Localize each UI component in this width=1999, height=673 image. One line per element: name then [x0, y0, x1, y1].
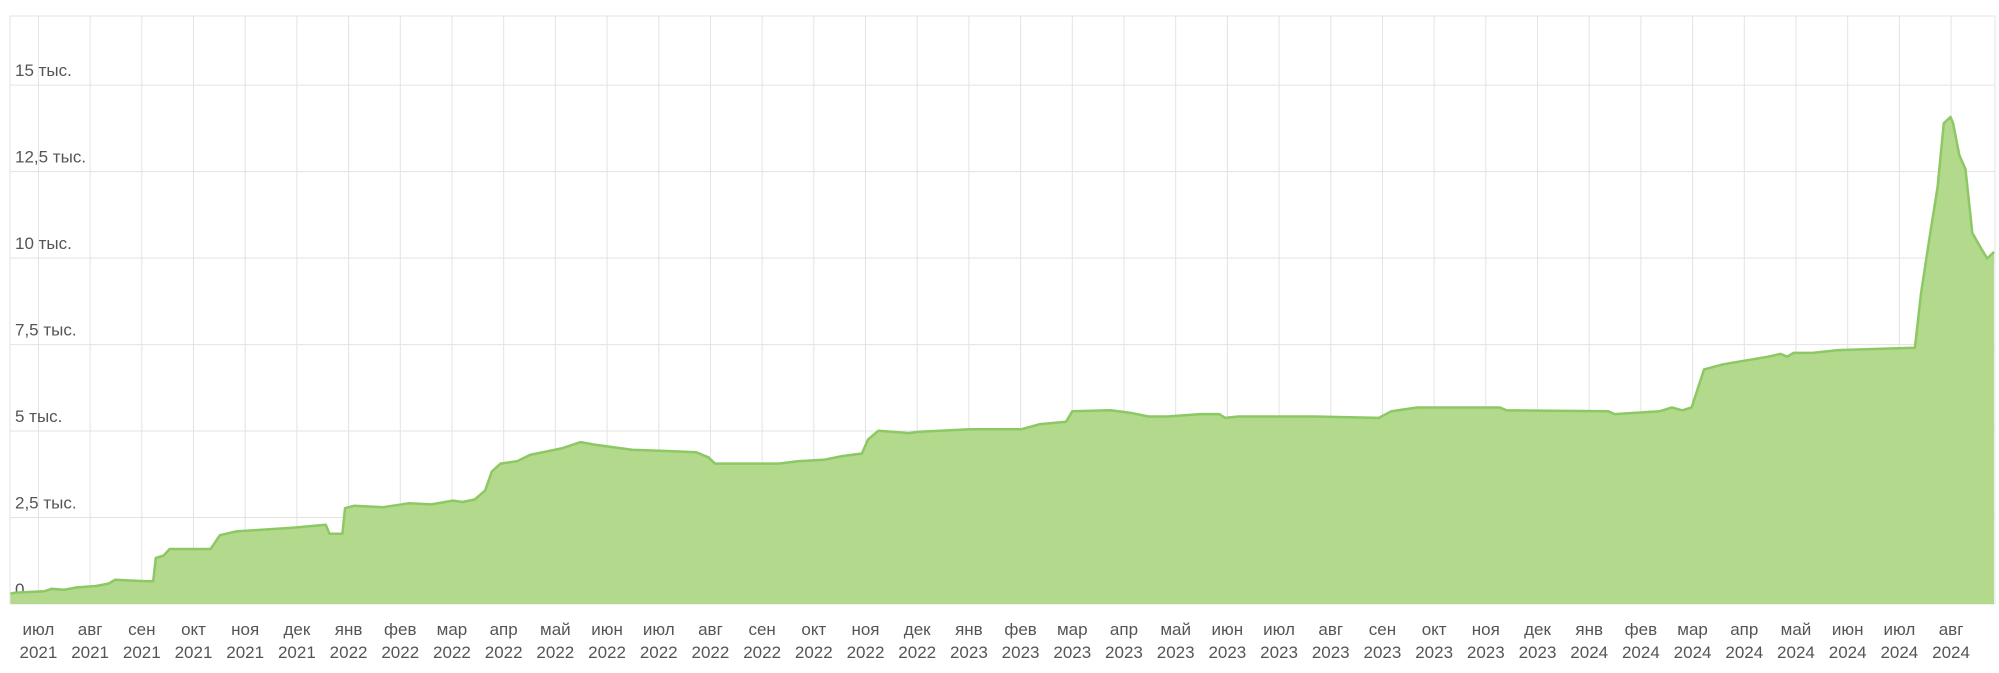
x-tick-label: мар 2022	[433, 620, 471, 662]
x-tick-label: ноя 2023	[1466, 620, 1505, 662]
x-tick-label: окт 2022	[794, 620, 833, 662]
x-tick-label: фев 2022	[381, 620, 420, 662]
x-tick-label: июн 2022	[588, 620, 626, 662]
x-tick-label: мар 2024	[1673, 620, 1712, 662]
y-tick-label: 7,5 тыс.	[15, 321, 77, 340]
x-tick-label: авг 2021	[71, 620, 110, 662]
x-tick-label: фев 2023	[1001, 620, 1040, 662]
x-tick-label: апр 2024	[1725, 620, 1764, 662]
area	[10, 117, 1994, 604]
x-tick-label: июн 2023	[1208, 620, 1247, 662]
y-tick-label: 10 тыс.	[15, 234, 72, 253]
x-tick-label: окт 2021	[174, 620, 213, 662]
x-tick-label: авг 2022	[691, 620, 730, 662]
x-tick-label: янв 2024	[1570, 620, 1609, 662]
x-tick-label: июн 2024	[1828, 620, 1867, 662]
x-tick-label: май 2022	[536, 620, 575, 662]
x-tick-label: окт 2023	[1415, 620, 1454, 662]
x-tick-label: дек 2023	[1518, 620, 1557, 662]
x-tick-label: янв 2023	[949, 620, 988, 662]
x-tick-label: сен 2021	[122, 620, 161, 662]
y-tick-label: 5 тыс.	[15, 407, 62, 426]
x-tick-label: дек 2021	[277, 620, 316, 662]
x-tick-label: сен 2023	[1363, 620, 1402, 662]
x-tick-label: май 2023	[1156, 620, 1195, 662]
x-tick-label: мар 2023	[1053, 620, 1092, 662]
y-tick-label: 0	[15, 580, 24, 599]
y-tick-label: 12,5 тыс.	[15, 148, 86, 167]
x-tick-label: сен 2022	[743, 620, 782, 662]
x-tick-label: дек 2022	[898, 620, 937, 662]
x-tick-label: июл 2023	[1260, 620, 1298, 662]
x-tick-label: июл 2021	[19, 620, 58, 662]
x-tick-label: авг 2024	[1932, 620, 1970, 662]
y-tick-label: 15 тыс.	[15, 61, 72, 80]
x-tick-label: ноя 2022	[846, 620, 885, 662]
x-tick-label: июл 2022	[639, 620, 678, 662]
x-tick-label: ноя 2021	[226, 620, 265, 662]
x-tick-label: авг 2023	[1311, 620, 1350, 662]
y-tick-label: 2,5 тыс.	[15, 494, 77, 513]
x-tick-label: май 2024	[1777, 620, 1815, 662]
x-tick-label: фев 2024	[1621, 620, 1660, 662]
x-tick-label: апр 2023	[1105, 620, 1143, 662]
x-tick-label: июл 2024	[1880, 620, 1919, 662]
area-line	[10, 115, 1995, 595]
x-tick-label: апр 2022	[484, 620, 523, 662]
x-tick-label: янв 2022	[329, 620, 368, 662]
